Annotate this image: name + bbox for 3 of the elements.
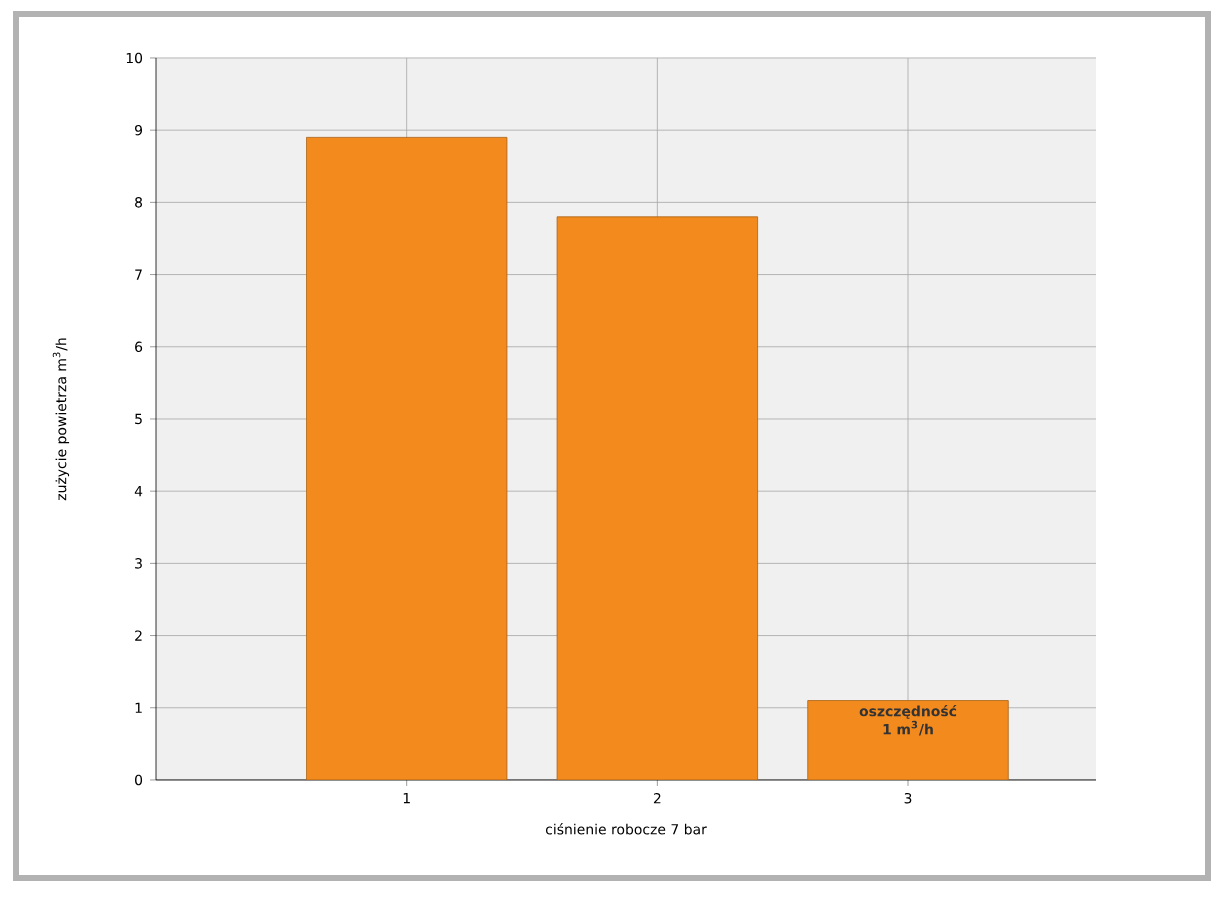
bar: [556, 216, 759, 780]
bar: [306, 136, 508, 780]
bar: [807, 700, 1009, 780]
